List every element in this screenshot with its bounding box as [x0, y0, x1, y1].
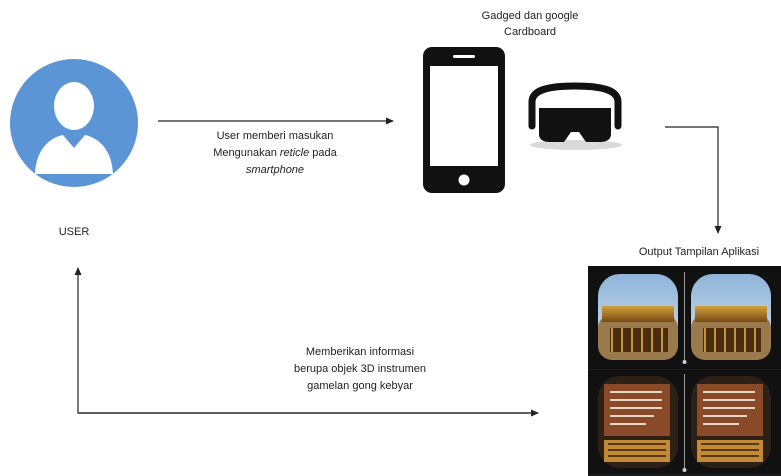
user-avatar-icon: [10, 59, 138, 187]
output-label: Output Tampilan Aplikasi: [638, 246, 760, 258]
input-arrow-line2: Mengunakan reticle pada: [213, 147, 337, 159]
user-label: USER: [58, 226, 90, 238]
vr-headset-icon: [528, 82, 622, 150]
input-arrow-label: User memberi masukan Mengunakan reticle …: [190, 128, 360, 179]
vr-stereo-view-top: [588, 266, 781, 369]
input-arrow-line3: smartphone: [245, 164, 305, 176]
output-arrow: [665, 126, 722, 234]
device-caption-line2: Cardboard: [504, 26, 556, 38]
device-caption-line1: Gadged dan google: [481, 10, 579, 22]
vr-stereo-view-bottom: [588, 370, 781, 474]
feedback-line3: gamelan gong kebyar: [307, 380, 413, 392]
input-arrow-line1: User memberi masukan: [216, 130, 334, 142]
smartphone-icon: [423, 47, 505, 193]
vr-app-screenshot: [588, 266, 781, 476]
feedback-line2: berupa objek 3D instrumen: [293, 363, 427, 375]
feedback-label: Memberikan informasi berupa objek 3D ins…: [255, 344, 465, 395]
feedback-line1: Memberikan informasi: [305, 346, 415, 358]
